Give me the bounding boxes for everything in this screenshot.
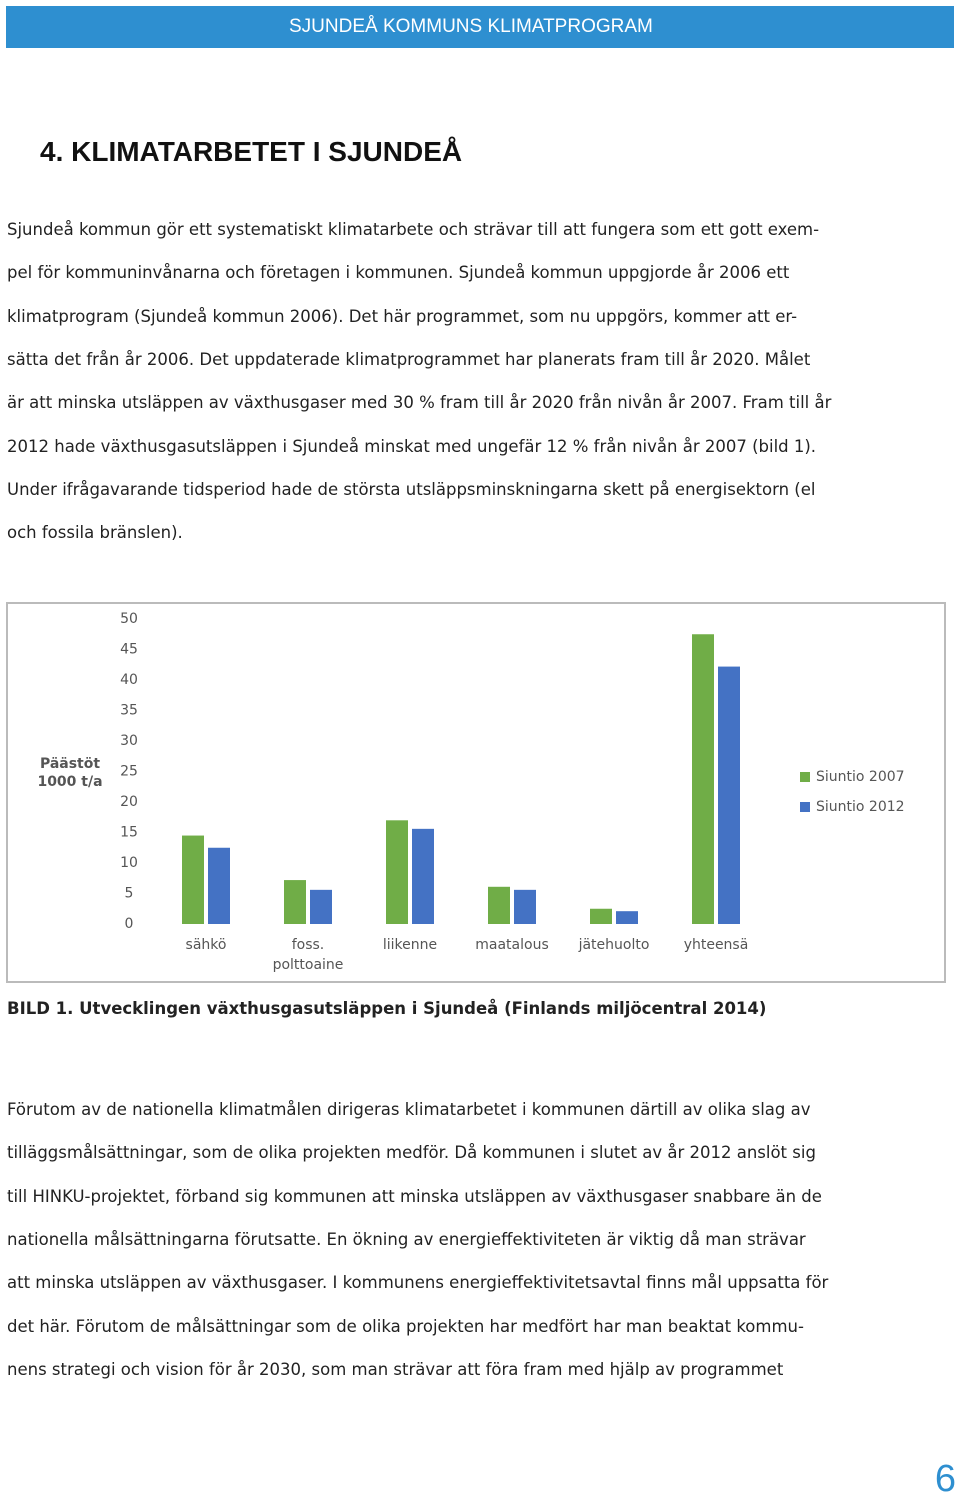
paragraph-line: det här. Förutom de målsättningar som de… bbox=[7, 1316, 804, 1336]
y-axis-label: Päästöt bbox=[40, 756, 100, 772]
paragraph-line: pel för kommuninvånarna och företagen i … bbox=[7, 263, 790, 283]
legend-swatch bbox=[800, 802, 810, 812]
bar bbox=[692, 634, 714, 924]
y-tick-label: 40 bbox=[120, 672, 138, 688]
y-tick-label: 45 bbox=[120, 642, 138, 658]
caption: BILD 1. Utvecklingen växthusgasutsläppen… bbox=[7, 999, 767, 1018]
bar bbox=[386, 820, 408, 924]
x-tick-label: jätehuolto bbox=[578, 937, 650, 953]
y-tick-label: 35 bbox=[120, 703, 138, 719]
header-title: SJUNDEÅ KOMMUNS KLIMATPROGRAM bbox=[289, 16, 653, 37]
bar bbox=[208, 847, 230, 924]
y-tick-label: 30 bbox=[120, 733, 138, 749]
heading: 4. KLIMATARBETET I SJUNDEÅ bbox=[40, 136, 463, 167]
header-bar: SJUNDEÅ KOMMUNS KLIMATPROGRAM bbox=[6, 6, 954, 48]
bar bbox=[590, 908, 612, 924]
paragraph-line: tilläggsmålsättningar, som de olika proj… bbox=[7, 1143, 816, 1163]
bar bbox=[182, 835, 204, 924]
x-tick-label: foss. polttoaine bbox=[272, 937, 344, 973]
y-tick-label: 50 bbox=[120, 611, 138, 627]
bar bbox=[718, 666, 740, 924]
bar bbox=[488, 886, 510, 924]
paragraph-line: sätta det från år 2006. Det uppdaterade … bbox=[7, 349, 811, 369]
legend-swatch bbox=[800, 772, 810, 782]
y-tick-label: 10 bbox=[120, 855, 138, 871]
paragraph-line: Under ifrågavarande tidsperiod hade de s… bbox=[7, 479, 816, 499]
paragraph-line: och fossila bränslen). bbox=[7, 523, 183, 543]
page-number: 6 bbox=[934, 1458, 956, 1500]
x-tick-label: liikenne bbox=[382, 937, 438, 953]
legend-label: Siuntio 2012 bbox=[816, 799, 905, 815]
y-tick-label: 0 bbox=[125, 916, 134, 932]
bar bbox=[284, 880, 306, 924]
chart-frame bbox=[6, 602, 946, 983]
y-tick-label: 5 bbox=[125, 886, 134, 902]
legend-label: Siuntio 2007 bbox=[816, 769, 905, 785]
y-tick-label: 20 bbox=[120, 794, 138, 810]
paragraph-line: nens strategi och vision för år 2030, so… bbox=[7, 1359, 784, 1379]
x-tick-label: yhteensä bbox=[683, 937, 749, 953]
x-tick-label: sähkö bbox=[185, 937, 227, 953]
paragraph-line: till HINKU-projektet, förband sig kommun… bbox=[7, 1186, 822, 1206]
y-tick-label: 25 bbox=[120, 764, 138, 780]
paragraph-line: nationella målsättningarna förutsatte. E… bbox=[7, 1229, 806, 1249]
paragraph-line: är att minska utsläppen av växthusgaser … bbox=[7, 393, 832, 413]
y-axis-label: 1000 t/a bbox=[37, 774, 102, 790]
bar bbox=[412, 828, 434, 924]
bar bbox=[616, 911, 638, 924]
x-tick-label: maatalous bbox=[475, 937, 549, 953]
paragraph-line: klimatprogram (Sjundeå kommun 2006). Det… bbox=[7, 306, 798, 326]
y-tick-label: 15 bbox=[120, 825, 138, 841]
paragraph-line: 2012 hade växthusgasutsläppen i Sjundeå … bbox=[7, 436, 817, 456]
paragraph-line: Förutom av de nationella klimatmålen dir… bbox=[7, 1100, 811, 1119]
paragraph-line: att minska utsläppen av växthusgaser. I … bbox=[7, 1273, 829, 1293]
paragraph-line: Sjundeå kommun gör ett systematiskt klim… bbox=[7, 220, 820, 239]
bar bbox=[514, 889, 536, 924]
bar bbox=[310, 889, 332, 924]
